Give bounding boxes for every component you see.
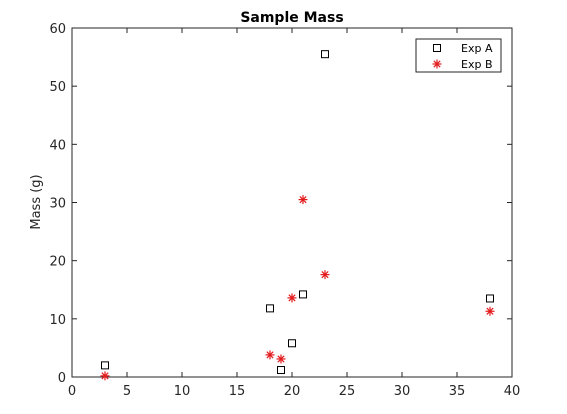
legend: Exp A Exp B — [415, 38, 502, 73]
chart-title: Sample Mass — [240, 10, 343, 26]
point-a-1 — [266, 304, 274, 313]
legend-marker-1 — [432, 59, 442, 69]
plot-frame — [71, 27, 513, 378]
legend-label-0: Exp A — [461, 42, 493, 55]
x-tick-label-6: 30 — [394, 384, 411, 399]
legend-box — [415, 38, 502, 73]
y-tick-label-1: 10 — [49, 313, 66, 328]
y-tick-label-6: 60 — [49, 22, 66, 37]
x-tick-label-2: 10 — [174, 384, 191, 399]
data-marks — [100, 50, 495, 381]
y-axis-label: Mass (g) — [29, 174, 44, 229]
point-b-3 — [287, 293, 297, 303]
y-tick-label-2: 20 — [49, 255, 66, 270]
point-b-0 — [100, 371, 110, 381]
x-tick-label-8: 40 — [504, 384, 521, 399]
point-b-1 — [265, 350, 275, 360]
x-tick-label-5: 25 — [339, 384, 356, 399]
ticks: 0 5 10 15 20 25 30 35 40 0 10 20 30 40 50 60 — [49, 22, 520, 399]
y-tick-label-3: 30 — [49, 197, 66, 212]
y-tick-label-0: 0 — [58, 371, 66, 386]
point-b-6 — [485, 306, 495, 316]
point-b-4 — [298, 195, 308, 205]
point-a-3 — [288, 339, 296, 348]
point-a-0 — [101, 361, 109, 370]
point-b-2 — [276, 354, 286, 364]
x-tick-label-4: 20 — [284, 384, 301, 399]
axes — [71, 27, 513, 378]
point-a-4 — [299, 290, 307, 299]
x-tick-label-1: 5 — [123, 384, 131, 399]
y-tick-label-4: 40 — [49, 138, 66, 153]
point-a-5 — [321, 50, 329, 59]
point-b-5 — [320, 270, 330, 280]
x-tick-label-7: 35 — [449, 384, 466, 399]
point-a-2 — [277, 366, 285, 375]
x-tick-label-0: 0 — [68, 384, 76, 399]
y-tick-label-5: 50 — [49, 80, 66, 95]
x-tick-label-3: 15 — [229, 384, 246, 399]
point-a-6 — [486, 294, 494, 303]
legend-marker-0 — [433, 44, 441, 52]
legend-label-1: Exp B — [461, 58, 493, 71]
